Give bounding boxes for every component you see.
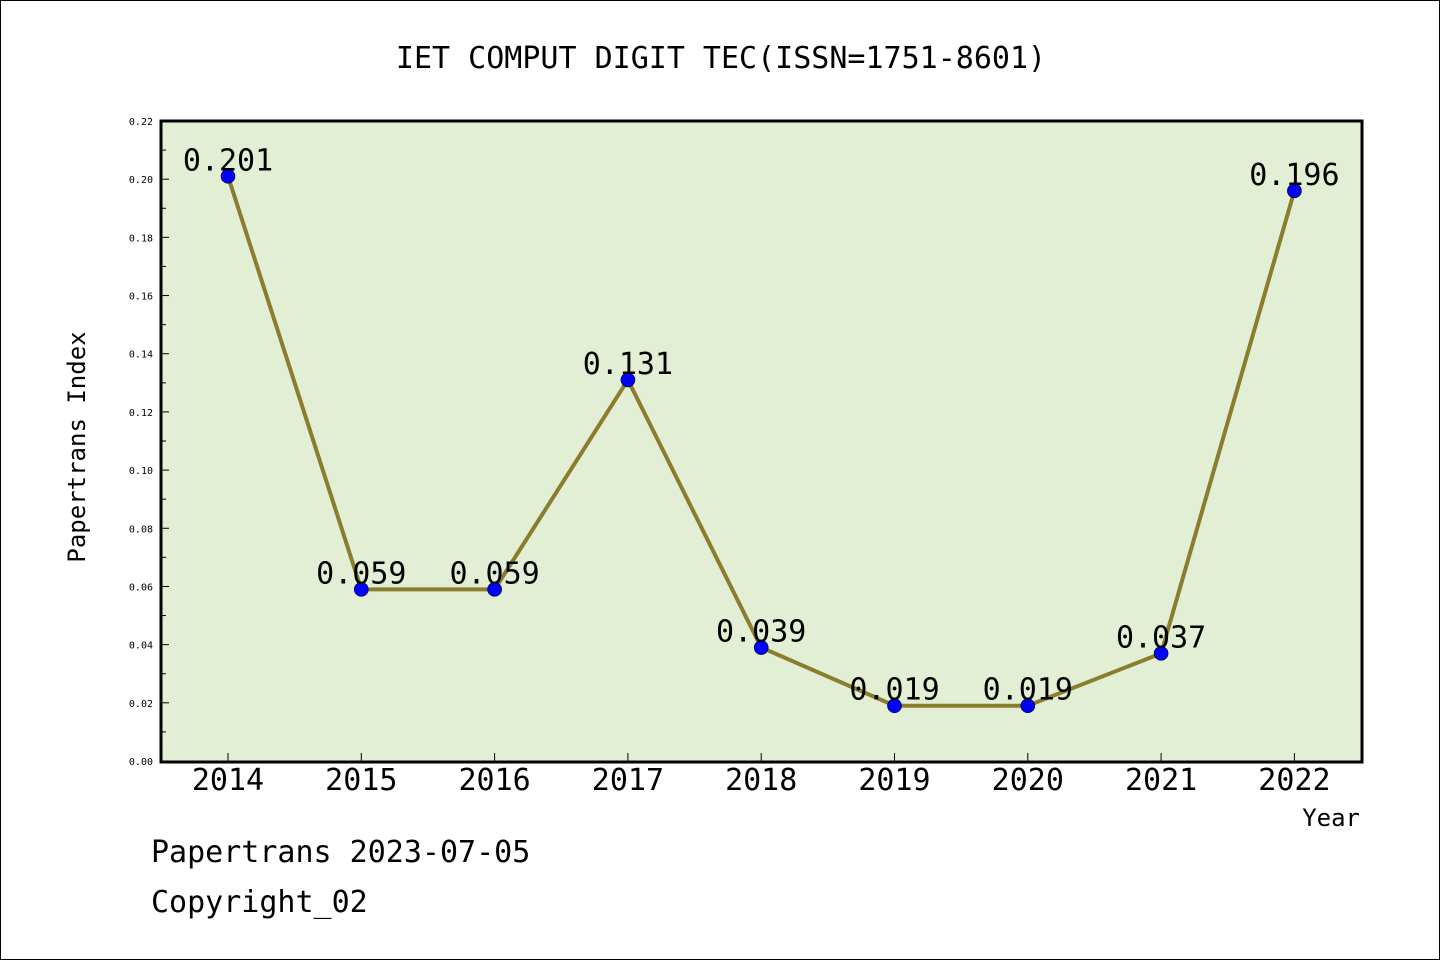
x-tick-label: 2019 bbox=[858, 763, 930, 798]
data-point bbox=[753, 640, 769, 655]
data-point bbox=[220, 168, 236, 184]
data-point bbox=[1020, 698, 1036, 714]
data-point bbox=[620, 372, 636, 388]
data-point bbox=[887, 698, 902, 714]
y-tick-label: 0.12 bbox=[129, 408, 153, 419]
data-point bbox=[1287, 183, 1302, 199]
x-tick-label: 2014 bbox=[192, 763, 264, 798]
y-tick-label: 0.06 bbox=[129, 582, 153, 593]
y-tick-label: 0.02 bbox=[129, 699, 153, 710]
data-label: 0.059 bbox=[449, 556, 539, 591]
data-label: 0.059 bbox=[316, 556, 406, 591]
x-tick-label: 2017 bbox=[592, 763, 664, 798]
data-label: 0.039 bbox=[716, 615, 806, 650]
x-tick-label: 2018 bbox=[725, 763, 797, 798]
y-tick-label: 0.08 bbox=[129, 524, 153, 535]
footer-date: Papertrans 2023-07-05 bbox=[151, 835, 531, 870]
data-point bbox=[353, 582, 369, 597]
data-label: 0.019 bbox=[983, 673, 1073, 708]
plot-area bbox=[159, 119, 1364, 764]
y-axis-label: Papertrans Index bbox=[63, 331, 91, 562]
data-labels: 0.201 0.059 0.059 0.131 0.039 0.019 0.019 0.037… bbox=[183, 143, 1340, 707]
y-tick-label: 0.16 bbox=[129, 292, 153, 303]
x-tick-label: 2021 bbox=[1125, 763, 1197, 798]
y-tick-label: 0.22 bbox=[129, 117, 153, 128]
data-points bbox=[220, 168, 1302, 714]
x-tick-label: 2015 bbox=[325, 763, 397, 798]
y-tick-label: 0.04 bbox=[129, 641, 153, 652]
x-tick-label: 2020 bbox=[992, 763, 1064, 798]
data-point bbox=[487, 582, 502, 597]
data-label: 0.037 bbox=[1116, 620, 1206, 655]
x-axis-label: Year bbox=[1302, 804, 1360, 832]
footer-copyright: Copyright_02 bbox=[151, 885, 368, 920]
data-label: 0.201 bbox=[183, 143, 273, 178]
y-tick-label: 0.20 bbox=[129, 175, 153, 186]
y-tick-label: 0.18 bbox=[129, 233, 153, 244]
data-point bbox=[1153, 646, 1169, 661]
data-label: 0.196 bbox=[1249, 158, 1339, 193]
data-label: 0.131 bbox=[583, 347, 673, 382]
data-label: 0.019 bbox=[849, 673, 939, 708]
y-tick-label: 0.00 bbox=[129, 757, 153, 768]
x-axis: 2014 2015 2016 2017 2018 2019 2020 2021 2022 bbox=[192, 753, 1331, 798]
y-tick-label: 0.14 bbox=[129, 350, 153, 361]
y-axis: 0.00 0.02 0.04 0.06 0.08 0.10 0.12 0.14 0.16 0.18… bbox=[129, 117, 169, 768]
y-tick-label: 0.10 bbox=[129, 466, 153, 477]
x-tick-label: 2022 bbox=[1258, 763, 1330, 798]
chart-title: IET COMPUT DIGIT TEC(ISSN=1751-8601) bbox=[396, 41, 1046, 76]
x-tick-label: 2016 bbox=[458, 763, 530, 798]
